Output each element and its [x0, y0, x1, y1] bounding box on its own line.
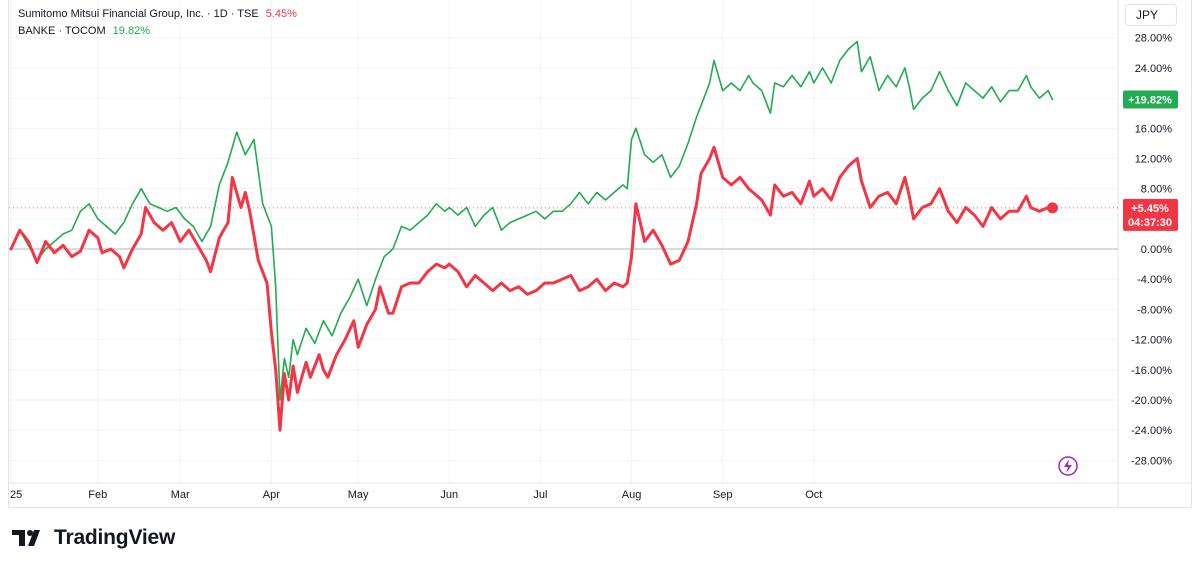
flash-icon[interactable]	[1058, 456, 1078, 476]
legend-series-2[interactable]: BANKE · TOCOM 19.82%	[18, 24, 150, 38]
x-tick-label: Oct	[805, 489, 822, 501]
currency-selector[interactable]: JPY	[1125, 4, 1177, 26]
x-tick-label: Feb	[88, 489, 107, 501]
x-tick-label: 25	[10, 489, 22, 501]
last-point-marker	[1046, 202, 1058, 214]
red-price-badge	[1123, 198, 1178, 231]
brand-name: TradingView	[54, 526, 176, 549]
y-tick-label: -16.00%	[1131, 365, 1172, 377]
green-price-badge	[1123, 90, 1178, 109]
price-chart[interactable]: 28.00%24.00%20.00%16.00%12.00%8.00%4.00%…	[0, 0, 1200, 510]
zero-line	[9, 207, 1118, 250]
legend-series-2-label: BANKE · TOCOM	[18, 25, 106, 37]
x-tick-label: Mar	[171, 489, 190, 501]
series-line-smfg	[9, 145, 1054, 432]
grid-lines	[9, 0, 1192, 508]
x-tick-label: Jun	[440, 489, 458, 501]
chart-frame	[8, 0, 1192, 508]
red-price-badge-text: +5.45%	[1131, 203, 1169, 215]
y-tick-label: 24.00%	[1135, 63, 1173, 75]
legend-series-1-value: 5.45%	[265, 8, 297, 20]
y-tick-label: 12.00%	[1135, 153, 1173, 165]
green-price-badge-text: +19.82%	[1128, 94, 1172, 106]
x-tick-label: May	[348, 489, 369, 501]
legend-series-1[interactable]: Sumitomo Mitsui Financial Group, Inc. · …	[18, 7, 297, 21]
y-tick-label: 28.00%	[1135, 33, 1173, 45]
y-tick-label: -20.00%	[1131, 395, 1172, 407]
red-countdown-text: 04:37:30	[1128, 217, 1172, 229]
x-tick-label: Apr	[263, 489, 280, 501]
price-badges: +19.82% +5.45% 04:37:30	[1123, 90, 1178, 231]
tradingview-brand[interactable]: TradingView	[12, 526, 175, 550]
series-line-banke	[10, 40, 1054, 401]
y-tick-label: -28.00%	[1131, 455, 1172, 467]
legend-series-1-label: Sumitomo Mitsui Financial Group, Inc. · …	[18, 8, 259, 20]
y-tick-label: 0.00%	[1141, 244, 1172, 256]
x-tick-label: Aug	[622, 489, 642, 501]
legend-series-2-value: 19.82%	[112, 25, 150, 37]
series-lines	[9, 40, 1058, 432]
y-tick-label: 8.00%	[1141, 184, 1172, 196]
x-tick-label: Jul	[533, 489, 547, 501]
y-tick-label: -12.00%	[1131, 335, 1172, 347]
x-axis: 25 Feb Mar Apr May Jun Jul Aug Sep Oct	[10, 489, 822, 501]
y-tick-label: -24.00%	[1131, 425, 1172, 437]
y-tick-label: -4.00%	[1137, 274, 1172, 286]
y-tick-label: -8.00%	[1137, 304, 1172, 316]
y-tick-label: 16.00%	[1135, 123, 1173, 135]
tradingview-logo-icon	[12, 530, 40, 546]
x-tick-label: Sep	[713, 489, 733, 501]
